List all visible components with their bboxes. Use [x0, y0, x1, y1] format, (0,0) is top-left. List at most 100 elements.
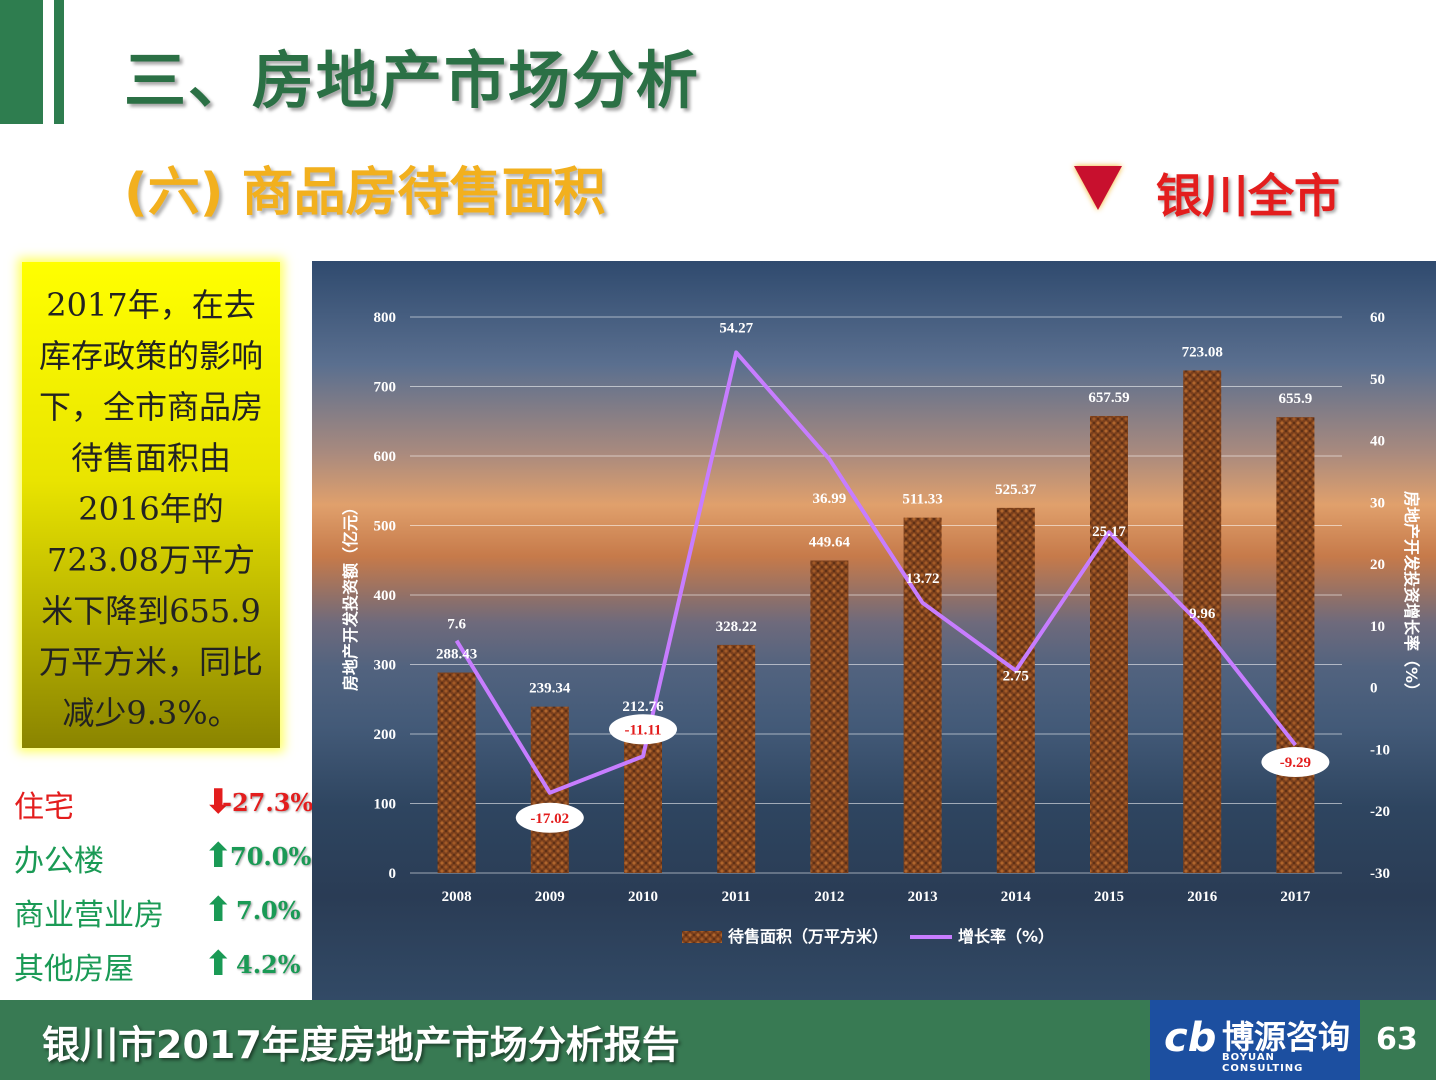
combo-chart: 288.43 239.34 212.76 328.22 449.64 511.33 525.…	[341, 310, 1421, 946]
header-accent-bar-thin	[54, 0, 64, 124]
y-tick-label: 100	[374, 797, 397, 813]
x-tick-label: 2012	[814, 889, 844, 905]
y2-tick-label: -30	[1370, 866, 1390, 882]
bar-value-label: 239.34	[529, 681, 571, 697]
line-value-label: 13.72	[906, 571, 940, 587]
bar	[1276, 417, 1315, 873]
y-axis-title: 房地产开发投资额（亿元）	[341, 499, 360, 691]
x-tick-label: 2011	[722, 889, 751, 905]
y2-tick-label: 50	[1370, 372, 1385, 388]
section-subtitle: (六) 商品房待售面积	[124, 163, 606, 223]
y-tick-label: 0	[389, 866, 397, 882]
arrow-down-icon: ⬇	[204, 782, 233, 822]
growth-line	[454, 350, 1297, 795]
page-title: 三、房地产市场分析	[124, 44, 701, 117]
line-value-label: 25.17	[1092, 524, 1126, 540]
bar	[624, 725, 662, 873]
page-number: 63	[1376, 1022, 1418, 1057]
line-value-label: 54.27	[719, 320, 753, 336]
arrow-up-icon: ⬆	[204, 890, 233, 930]
category-change-list: 住宅 ⬇ -27.3% 办公楼 ⬆ 70.0% 商业营业房 ⬆ 7.0% 其他房屋 ⬆ 4.2%	[14, 782, 314, 998]
x-tick-label: 2015	[1094, 889, 1124, 905]
chart-panel: 288.43 239.34 212.76 328.22 449.64 511.33 525.…	[312, 261, 1436, 1000]
bar	[437, 672, 476, 873]
x-tick-label: 2008	[442, 889, 472, 905]
y2-axis-title: 房地产开发投资增长率（%）	[1402, 491, 1421, 699]
line-series	[454, 350, 1297, 795]
category-change: -27.3%	[222, 788, 314, 817]
category-name: 办公楼	[14, 844, 104, 879]
legend: 待售面积（万平方米） 增长率（%）	[682, 927, 1054, 946]
line-label-bubble	[1261, 747, 1330, 778]
header-accent-bar	[0, 0, 43, 124]
bar	[810, 560, 849, 873]
line-value-label: -11.11	[624, 722, 661, 738]
y2-tick-label: -10	[1370, 742, 1390, 758]
category-change: 4.2%	[236, 950, 301, 979]
category-change: 7.0%	[236, 896, 301, 925]
bar-value-label: 723.08	[1182, 344, 1223, 360]
logo-mark-icon: cb	[1164, 1015, 1217, 1061]
bar-series	[437, 370, 1315, 873]
y-tick-label: 400	[374, 588, 397, 604]
category-change: 70.0%	[230, 842, 312, 871]
y2-tick-label: 20	[1370, 557, 1385, 573]
bar	[903, 517, 942, 873]
line-value-label: -17.02	[530, 811, 569, 827]
x-tick-label: 2014	[1001, 889, 1032, 905]
x-tick-label: 2016	[1187, 889, 1218, 905]
footer-title: 银川市2017年度房地产市场分析报告	[42, 1023, 680, 1067]
bar-value-label: 525.37	[995, 482, 1037, 498]
axes: 0 100 200 300 400 500 600 700 800 -30 -20 -10 0 10 20 3…	[341, 310, 1421, 905]
line-value-label: 9.96	[1189, 606, 1216, 622]
bar-value-label: 511.33	[902, 492, 942, 508]
x-tick-label: 2013	[908, 889, 938, 905]
category-row: 住宅 ⬇ -27.3%	[14, 782, 314, 836]
bar	[1183, 370, 1222, 873]
legend-swatch-bar	[682, 931, 722, 943]
line-label-bubble	[609, 714, 677, 745]
category-name: 其他房屋	[14, 952, 134, 987]
category-row: 其他房屋 ⬆ 4.2%	[14, 944, 314, 998]
company-logo: cb 博源咨询 BOYUAN CONSULTING	[1150, 1000, 1360, 1080]
line-value-label: -9.29	[1280, 755, 1311, 771]
logo-name-cn: 博源咨询	[1222, 1018, 1351, 1056]
y2-tick-label: 10	[1370, 619, 1385, 635]
category-name: 住宅	[14, 790, 74, 825]
x-tick-label: 2017	[1280, 889, 1311, 905]
bar-value-label: 212.76	[622, 699, 664, 715]
y-tick-label: 300	[374, 658, 397, 674]
line-value-label: 2.75	[1003, 669, 1029, 685]
region-label: 银川全市	[1156, 169, 1340, 223]
bar-value-label: 449.64	[809, 535, 851, 551]
bar	[717, 644, 756, 873]
legend-label-line: 增长率（%）	[958, 927, 1054, 946]
data-labels: 288.43 239.34 212.76 328.22 449.64 511.33 525.…	[436, 320, 1330, 833]
y2-tick-label: -20	[1370, 804, 1390, 820]
x-tick-label: 2009	[535, 889, 565, 905]
line-value-label: 36.99	[813, 491, 847, 507]
bar-value-label: 655.9	[1279, 391, 1313, 407]
arrow-up-icon: ⬆	[204, 944, 233, 984]
y-tick-label: 600	[374, 449, 397, 465]
bar-value-label: 657.59	[1088, 390, 1129, 406]
y2-tick-label: 0	[1370, 681, 1378, 697]
bar	[996, 507, 1035, 873]
summary-note: 2017年，在去库存政策的影响下，全市商品房待售面积由2016年的723.08万…	[22, 262, 280, 748]
y-tick-label: 200	[374, 727, 397, 743]
y2-tick-label: 30	[1370, 495, 1385, 511]
legend-label-bar: 待售面积（万平方米）	[728, 927, 888, 946]
triangle-down-icon	[1074, 166, 1122, 210]
arrow-up-icon: ⬆	[204, 836, 233, 876]
y-tick-label: 700	[374, 380, 397, 396]
y-tick-label: 800	[374, 310, 397, 326]
y-tick-label: 500	[374, 519, 397, 535]
bar-value-label: 328.22	[716, 619, 757, 635]
logo-name-en: BOYUAN CONSULTING	[1222, 1052, 1304, 1074]
category-name: 商业营业房	[14, 898, 164, 933]
y2-tick-label: 60	[1370, 310, 1385, 326]
y2-tick-label: 40	[1370, 434, 1385, 450]
line-label-bubble	[515, 802, 584, 833]
x-tick-label: 2010	[628, 889, 658, 905]
bar	[1090, 415, 1128, 873]
